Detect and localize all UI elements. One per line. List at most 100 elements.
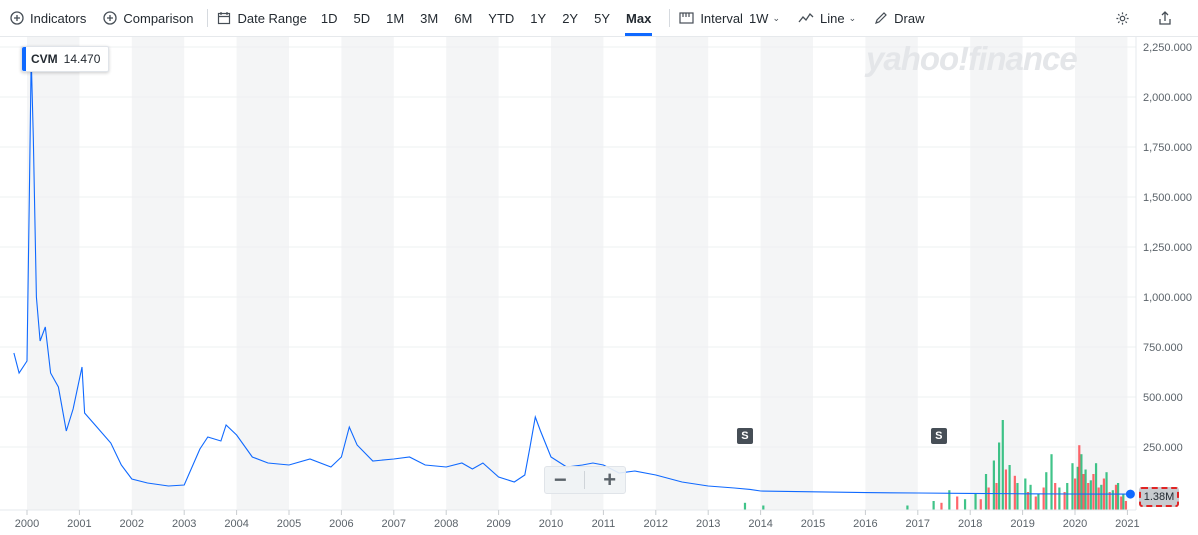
volume-bar-down xyxy=(1054,483,1057,510)
zoom-in-button[interactable]: + xyxy=(603,467,617,492)
zoom-out-button[interactable]: − xyxy=(553,467,567,492)
y-tick-label: 1,500.000 xyxy=(1143,192,1192,204)
toolbar-divider xyxy=(669,9,671,27)
range-6m[interactable]: 6M xyxy=(454,10,473,26)
year-band xyxy=(446,37,499,510)
last-price-dot xyxy=(1125,489,1135,499)
x-tick-label: 2015 xyxy=(801,518,825,530)
volume-bar-up xyxy=(1100,484,1103,510)
volume-bar-up xyxy=(1089,480,1092,510)
volume-badge: 1.38M xyxy=(1139,487,1179,507)
volume-bar-down xyxy=(1042,487,1045,510)
zoom-controls: − + xyxy=(544,466,626,494)
year-band xyxy=(27,37,80,510)
x-tick-label: 2021 xyxy=(1115,518,1139,530)
x-tick-label: 2017 xyxy=(906,518,930,530)
chart-toolbar: Indicators Comparison Date Range 1D 5D 1… xyxy=(0,0,1198,37)
zoom-divider xyxy=(584,471,586,489)
x-tick-label: 2018 xyxy=(958,518,982,530)
range-2y[interactable]: 2Y xyxy=(562,10,579,26)
volume-bar-up xyxy=(974,493,977,510)
x-tick-label: 2016 xyxy=(853,518,877,530)
year-band xyxy=(341,37,394,510)
volume-bar-up xyxy=(1122,493,1125,510)
volume-bar-up xyxy=(1050,454,1053,510)
chevron-down-icon: ⌄ xyxy=(848,12,857,23)
settings-button[interactable] xyxy=(1115,0,1136,36)
volume-bar-up xyxy=(1071,463,1074,510)
share-icon xyxy=(1159,11,1171,25)
volume-bar-up xyxy=(1094,463,1098,510)
volume-bar-up xyxy=(1080,454,1083,510)
volume-bar-up xyxy=(906,505,909,510)
volume-bar-up xyxy=(1045,472,1048,510)
price-chart[interactable]: 250.000 500.000 750.000 1,000.000 1,250.000 1… xyxy=(0,37,1198,535)
indicators-button[interactable]: Indicators xyxy=(10,0,86,36)
x-tick-label: 2011 xyxy=(592,518,616,530)
interval-dropdown[interactable]: Interval 1W ⌄ xyxy=(679,0,780,36)
range-5d[interactable]: 5D xyxy=(353,10,371,26)
x-tick-label: 2007 xyxy=(382,518,406,530)
y-axis-labels: 250.000 500.000 750.000 1,000.000 1,250.000 1… xyxy=(1143,42,1192,454)
volume-bar-up xyxy=(992,460,995,510)
volume-bar-down xyxy=(1114,484,1118,510)
symbol-price-badge: CVM 14.470 xyxy=(21,46,110,72)
date-range-label: Date Range xyxy=(237,10,307,26)
volume-bar-down xyxy=(987,487,990,510)
volume-bar-up xyxy=(1116,483,1120,510)
range-ytd[interactable]: YTD xyxy=(488,10,515,26)
date-range-button[interactable]: Date Range xyxy=(217,0,307,36)
volume-bar-up xyxy=(1016,483,1019,510)
symbol-price: 14.470 xyxy=(63,52,101,66)
x-tick-label: 2013 xyxy=(696,518,720,530)
range-1y[interactable]: 1Y xyxy=(530,10,547,26)
range-5y[interactable]: 5Y xyxy=(594,10,611,26)
volume-bar-up xyxy=(1076,466,1079,510)
comparison-button[interactable]: Comparison xyxy=(103,0,193,36)
volume-bar-up xyxy=(1066,483,1069,510)
y-tick-label: 500.000 xyxy=(1143,392,1183,404)
y-tick-label: 750.000 xyxy=(1143,342,1183,354)
volume-bar-down xyxy=(1063,492,1066,510)
split-marker[interactable]: S xyxy=(930,428,947,444)
year-band xyxy=(131,37,185,510)
y-tick-label: 2,250.000 xyxy=(1143,42,1192,54)
volume-bar-up xyxy=(998,442,1001,510)
volume-bar-down xyxy=(1092,474,1095,510)
volume-bar-up xyxy=(1111,490,1114,510)
chart-type-label: Line xyxy=(820,10,845,26)
volume-bar-down xyxy=(1120,496,1123,510)
draw-button[interactable]: Draw xyxy=(874,0,924,36)
volume-bar-down xyxy=(1013,475,1016,510)
volume-bar-down xyxy=(1087,483,1090,510)
y-tick-label: 1,250.000 xyxy=(1143,242,1192,254)
x-tick-label: 2012 xyxy=(644,518,668,530)
volume-bar-up xyxy=(1105,472,1108,510)
y-tick-label: 2,000.000 xyxy=(1143,92,1192,104)
volume-bar-down xyxy=(956,496,959,510)
volume-bar-down xyxy=(1082,474,1085,510)
range-1m[interactable]: 1M xyxy=(386,10,405,26)
plus-circle-icon xyxy=(103,11,118,25)
symbol-ticker: CVM xyxy=(31,52,58,66)
range-tabs: 1D 5D 1M 3M 6M YTD 1Y 2Y 5Y Max xyxy=(313,0,659,36)
volume-bar-up xyxy=(1008,465,1011,510)
y-tick-label: 250.000 xyxy=(1143,442,1183,454)
range-1d[interactable]: 1D xyxy=(320,10,338,26)
x-tick-label: 2004 xyxy=(224,518,248,530)
volume-bar-up xyxy=(963,499,967,510)
x-tick-label: 2006 xyxy=(329,518,353,530)
interval-icon xyxy=(679,12,694,24)
share-button[interactable] xyxy=(1158,0,1178,36)
year-band xyxy=(655,37,709,510)
range-max[interactable]: Max xyxy=(618,0,659,36)
range-3m[interactable]: 3M xyxy=(420,10,439,26)
chart-type-dropdown[interactable]: Line ⌄ xyxy=(798,0,856,36)
x-axis-labels: 2000 2001 2002 2003 2004 2005 2006 2007 2008 2009… xyxy=(15,510,1140,530)
year-band xyxy=(551,37,604,510)
x-tick-label: 2019 xyxy=(1010,518,1034,530)
pencil-icon xyxy=(875,12,887,24)
calendar-icon xyxy=(218,12,231,25)
split-marker[interactable]: S xyxy=(736,428,753,444)
indicators-label: Indicators xyxy=(30,10,87,26)
